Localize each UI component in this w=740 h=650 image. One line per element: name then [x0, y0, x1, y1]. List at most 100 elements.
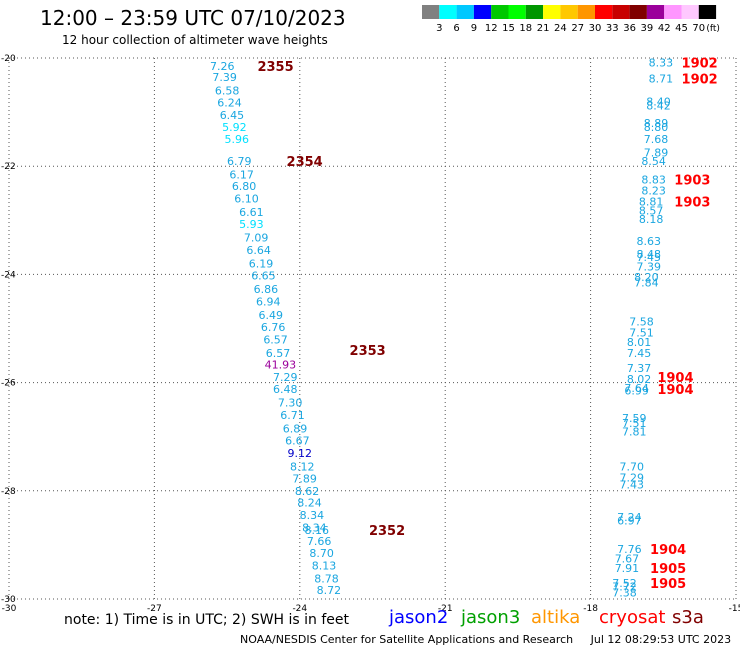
wave-height-value: 6.94 — [256, 295, 281, 308]
satellite-legend-jason3: jason3 — [461, 607, 521, 628]
colorbar-tick-label: 42 — [658, 23, 671, 34]
wave-height-value: 6.71 — [280, 409, 305, 422]
colorbar-swatch — [456, 5, 474, 19]
wave-height-value: 7.29 — [273, 371, 298, 384]
pass-time-label: 2353 — [350, 344, 386, 359]
y-tick-label: -24 — [1, 270, 16, 280]
wave-height-value: 7.81 — [622, 425, 647, 438]
y-tick-label: -28 — [1, 487, 16, 497]
x-tick-label: -30 — [2, 604, 17, 614]
pass-time-label: 2352 — [369, 524, 405, 539]
wave-height-value: 7.09 — [244, 232, 269, 245]
colorbar-tick-label: 27 — [571, 23, 584, 34]
wave-height-value: 6.99 — [624, 385, 649, 398]
wave-height-value: 8.48 — [637, 248, 662, 261]
wave-height-value: 8.42 — [646, 100, 671, 113]
colorbar-swatch — [508, 5, 526, 19]
wave-height-value: 6.57 — [263, 333, 288, 346]
wave-height-value: 8.12 — [290, 460, 315, 473]
colorbar-tick-label: 21 — [537, 23, 550, 34]
wave-height-value: 7.91 — [615, 562, 640, 575]
pass-time-label: 1904 — [657, 371, 693, 386]
wave-height-value: 6.61 — [239, 206, 264, 219]
colorbar-swatch — [560, 5, 578, 19]
wave-height-value: 6.97 — [617, 515, 642, 528]
wave-height-value: 7.58 — [629, 315, 654, 328]
colorbar-tick-label: 30 — [589, 23, 602, 34]
colorbar-swatch — [681, 5, 699, 19]
colorbar-tick-label: 18 — [519, 23, 532, 34]
pass-time-label: 1904 — [657, 383, 693, 398]
page-subtitle: 12 hour collection of altimeter wave hei… — [62, 33, 328, 47]
x-tick-label: -18 — [583, 604, 598, 614]
wave-height-value: 7.45 — [637, 251, 662, 264]
wave-height-value: 7.51 — [622, 417, 647, 430]
wave-height-value: 7.68 — [644, 133, 669, 146]
credit-line: NOAA/NESDIS Center for Satellite Applica… — [240, 633, 731, 646]
wave-height-value: 5.93 — [239, 218, 264, 231]
wave-height-value: 7.72 — [612, 581, 637, 594]
wave-height-value: 8.63 — [637, 235, 662, 248]
wave-height-value: 6.89 — [283, 423, 308, 436]
colorbar-tick-label: 39 — [641, 23, 654, 34]
colorbar-tick-label: 9 — [471, 23, 477, 34]
wave-height-value: 8.70 — [309, 547, 334, 560]
pass-time-label: 1902 — [682, 73, 718, 88]
wave-height-value: 6.17 — [229, 168, 254, 181]
wave-height-value: 6.64 — [246, 244, 271, 257]
colorbar-tick-label: 70 — [692, 23, 705, 34]
colorbar-swatch — [525, 5, 544, 19]
y-tick-label: -30 — [1, 595, 16, 605]
wave-height-value: 5.96 — [225, 133, 250, 146]
wave-height-value: 8.40 — [646, 95, 671, 108]
wave-height-value: 8.18 — [639, 213, 664, 226]
pass-time-label: 1902 — [682, 56, 718, 71]
wave-height-value: 7.43 — [620, 478, 645, 491]
colorbar-tick-label: 15 — [502, 23, 515, 34]
colorbar-tick-label: 33 — [606, 23, 619, 34]
wave-height-value: 8.34 — [302, 522, 327, 535]
pass-time-label: 1905 — [650, 577, 686, 592]
wave-height-value: 8.01 — [627, 336, 652, 349]
x-tick-label: -27 — [147, 604, 162, 614]
satellite-legend-jason2: jason2 — [389, 607, 449, 628]
colorbar-swatch — [646, 5, 665, 19]
colorbar-swatch — [595, 5, 613, 19]
wave-height-value: 9.12 — [288, 447, 313, 460]
wave-height-value: 6.24 — [217, 96, 242, 109]
y-tick-label: -22 — [1, 162, 16, 172]
wave-height-value: 6.79 — [227, 155, 252, 168]
x-tick-label: -21 — [438, 604, 453, 614]
colorbar-tick-label: 6 — [453, 23, 459, 34]
wave-height-value: 7.37 — [627, 362, 652, 375]
wave-height-value: 8.71 — [649, 73, 674, 86]
wave-height-value: 8.16 — [305, 524, 330, 537]
wave-height-value: 6.58 — [215, 84, 240, 97]
wave-height-value: 6.48 — [273, 383, 298, 396]
wave-height-value: 8.20 — [634, 271, 659, 284]
wave-height-value: 7.76 — [617, 543, 642, 556]
page-title: 12:00 – 23:59 UTC 07/10/2023 — [40, 6, 346, 30]
colorbar-swatch — [439, 5, 457, 19]
wave-height-value: 7.70 — [620, 460, 645, 473]
wave-height-value: 7.38 — [612, 587, 637, 600]
wave-height-value: 7.30 — [278, 397, 303, 410]
generated-timestamp: Jul 12 08:29:53 UTC 2023 — [590, 633, 732, 646]
wave-height-value: 7.45 — [627, 347, 652, 360]
wave-height-value: 8.72 — [317, 584, 342, 597]
pass-time-label: 1905 — [650, 562, 686, 577]
wave-height-value: 41.93 — [265, 359, 297, 372]
wave-height-value: 6.57 — [266, 347, 291, 360]
x-tick-label: -15 — [729, 604, 740, 614]
y-tick-label: -26 — [1, 379, 16, 389]
satellite-legend-cryosat: cryosat — [599, 607, 666, 628]
satellite-legend-altika: altika — [531, 607, 581, 628]
wave-height-value: 7.29 — [620, 471, 645, 484]
pass-time-label: 1903 — [674, 174, 710, 189]
pass-time-label: 2354 — [287, 155, 323, 170]
colorbar-swatch — [473, 5, 492, 19]
wave-height-value: 7.39 — [212, 71, 237, 84]
wave-height-value: 7.24 — [617, 511, 642, 524]
